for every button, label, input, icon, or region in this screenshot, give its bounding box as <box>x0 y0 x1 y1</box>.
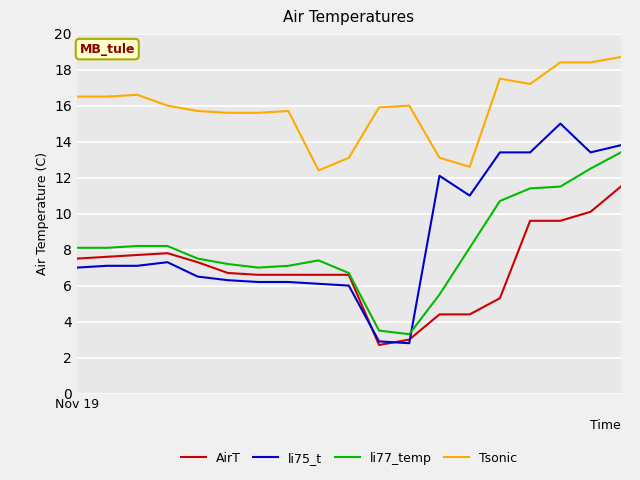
Text: Time: Time <box>590 419 621 432</box>
Text: MB_tule: MB_tule <box>79 43 135 56</box>
Legend: AirT, li75_t, li77_temp, Tsonic: AirT, li75_t, li77_temp, Tsonic <box>175 447 522 469</box>
Title: Air Temperatures: Air Temperatures <box>284 11 414 25</box>
Y-axis label: Air Temperature (C): Air Temperature (C) <box>36 152 49 275</box>
